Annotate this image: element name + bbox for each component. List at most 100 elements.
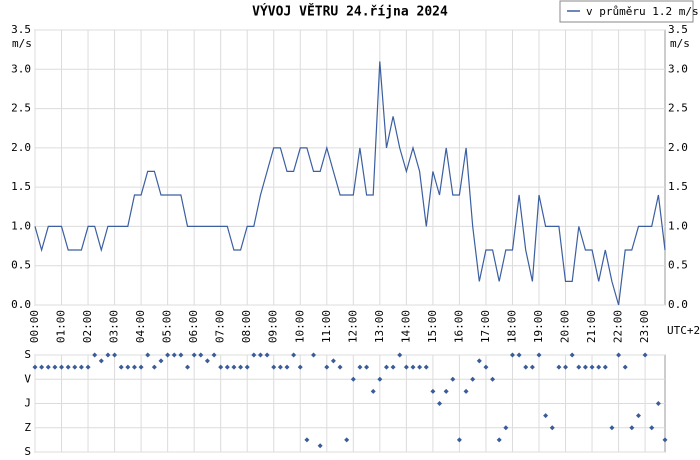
point	[503, 425, 509, 431]
point	[622, 364, 628, 370]
y-tick-label: 0.0	[11, 298, 31, 311]
point	[59, 364, 65, 370]
point	[158, 358, 164, 364]
point	[151, 364, 157, 370]
x-tick-label: 21:00	[585, 310, 598, 343]
x-tick-label: 08:00	[240, 310, 253, 343]
point	[105, 352, 111, 358]
point	[496, 437, 502, 443]
point	[563, 364, 569, 370]
y-tick-label: J	[24, 397, 31, 410]
x-tick-label: 10:00	[293, 310, 306, 343]
point	[642, 352, 648, 358]
point	[171, 352, 177, 358]
point	[357, 364, 363, 370]
point	[589, 364, 595, 370]
point	[655, 401, 661, 406]
x-tick-label: 22:00	[612, 310, 625, 343]
point	[417, 364, 423, 370]
point	[218, 364, 224, 370]
point	[476, 358, 482, 364]
y2-tick-label: 3.5	[668, 23, 688, 36]
x-tick-label: 05:00	[161, 310, 174, 343]
point	[264, 352, 270, 358]
point	[410, 364, 416, 370]
x-tick-label: 11:00	[320, 310, 333, 343]
point	[582, 364, 588, 370]
x-tick-label: 12:00	[346, 310, 359, 343]
point	[98, 358, 104, 364]
point	[52, 364, 58, 370]
point	[403, 364, 409, 370]
point	[490, 376, 496, 382]
point	[662, 437, 668, 443]
point	[529, 364, 535, 370]
point	[483, 364, 489, 370]
point	[72, 364, 78, 370]
x-tick-label: 09:00	[267, 310, 280, 343]
x-tick-label: 16:00	[452, 310, 465, 343]
y-axis-label: m/s	[12, 37, 32, 50]
point	[364, 364, 370, 370]
y-tick-label: 0.5	[11, 259, 31, 272]
point	[649, 425, 655, 431]
point	[185, 364, 191, 370]
point	[456, 437, 462, 443]
point	[602, 364, 608, 370]
y-tick-label: V	[24, 372, 31, 385]
point	[271, 364, 277, 370]
point	[430, 388, 436, 394]
point	[523, 364, 529, 370]
point	[576, 364, 582, 370]
x-tick-label: 03:00	[108, 310, 121, 343]
point	[92, 352, 98, 358]
point	[317, 443, 323, 449]
point	[596, 364, 602, 370]
x-tick-label: 23:00	[638, 310, 651, 343]
timezone-label: UTC+2	[667, 324, 700, 337]
point	[377, 376, 383, 382]
point	[470, 376, 476, 382]
point	[370, 388, 376, 394]
point	[191, 352, 197, 358]
x-tick-label: 02:00	[81, 310, 94, 343]
x-tick-label: 14:00	[399, 310, 412, 343]
point	[337, 364, 343, 370]
x-tick-label: 06:00	[187, 310, 200, 343]
point	[450, 376, 456, 382]
point	[549, 425, 555, 431]
y-tick-label: S	[24, 348, 31, 361]
y-tick-label: S	[24, 445, 31, 458]
x-tick-label: 00:00	[28, 310, 41, 343]
point	[32, 364, 38, 370]
x-tick-label: 19:00	[532, 310, 545, 343]
x-tick-label: 18:00	[505, 310, 518, 343]
point	[178, 352, 184, 358]
point	[536, 352, 542, 358]
y2-tick-label: 0.5	[668, 259, 688, 272]
y-tick-label: 2.0	[11, 141, 31, 154]
y-tick-label: 3.0	[11, 62, 31, 75]
point	[609, 425, 615, 431]
point	[45, 364, 51, 370]
point	[244, 364, 250, 370]
line-series	[34, 61, 666, 306]
x-tick-label: 01:00	[55, 310, 68, 343]
y2-tick-label: 2.5	[668, 102, 688, 115]
point	[65, 364, 71, 370]
y2-tick-label: 1.5	[668, 180, 688, 193]
point	[291, 352, 297, 358]
point	[397, 352, 403, 358]
point	[330, 358, 336, 364]
x-tick-label: 07:00	[214, 310, 227, 343]
point	[231, 364, 237, 370]
point	[145, 352, 151, 358]
point	[616, 352, 622, 358]
point	[635, 413, 641, 419]
point	[257, 352, 263, 358]
point	[251, 352, 257, 358]
point	[516, 352, 522, 358]
legend-box	[559, 0, 694, 23]
x-tick-label: 17:00	[479, 310, 492, 343]
point	[131, 364, 137, 370]
